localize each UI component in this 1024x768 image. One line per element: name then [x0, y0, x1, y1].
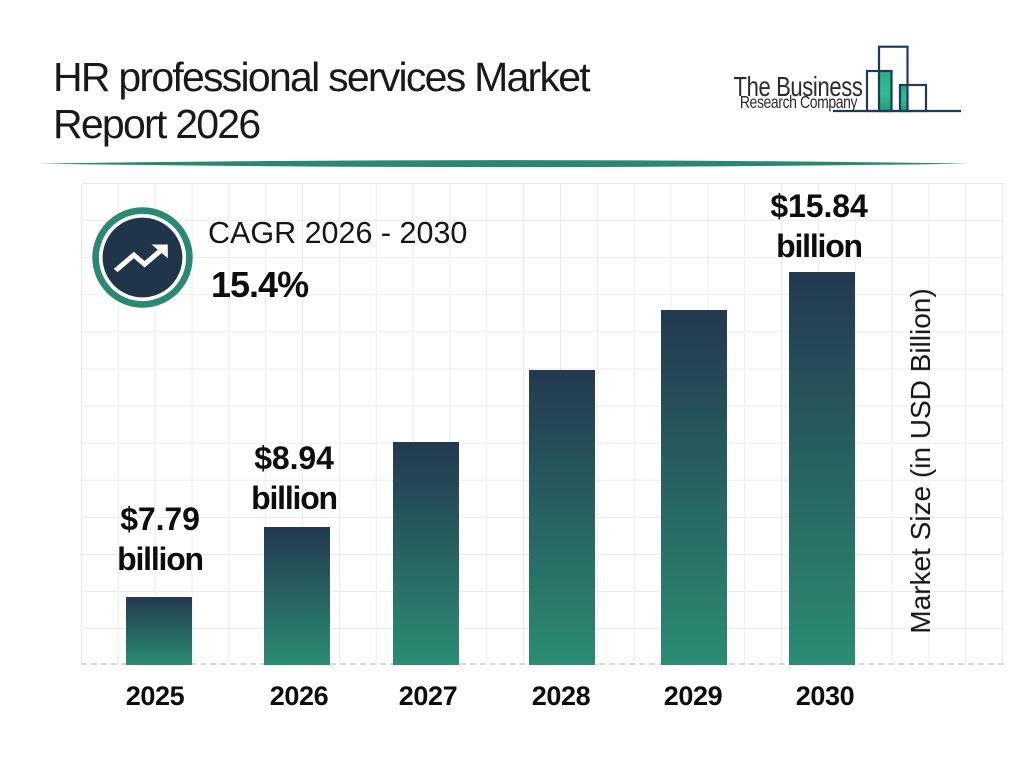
- svg-text:The Business: The Business: [734, 72, 863, 103]
- svg-text:Research Company: Research Company: [740, 94, 858, 113]
